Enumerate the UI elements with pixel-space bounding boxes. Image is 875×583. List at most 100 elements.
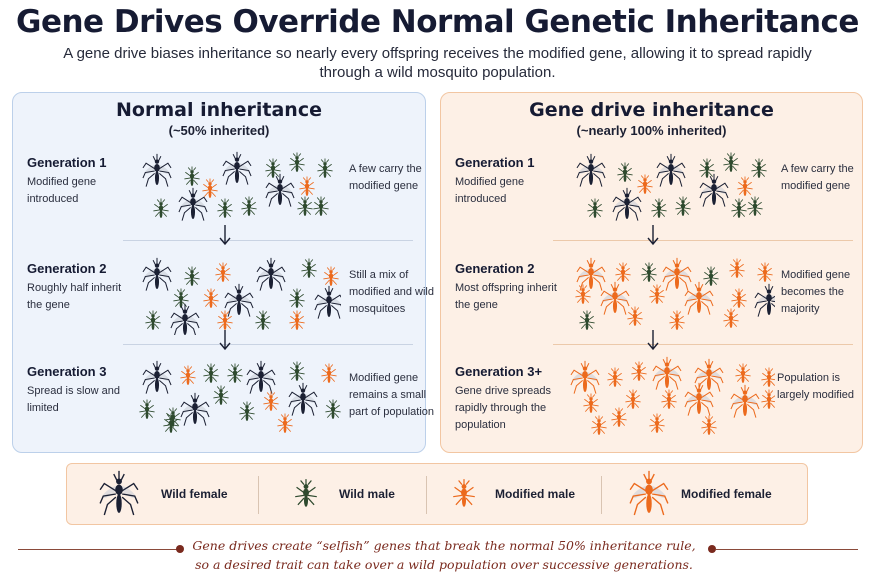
wild-male-mosquito-icon — [325, 399, 341, 420]
modified-female-mosquito-icon — [684, 382, 714, 416]
modified-male-mosquito-icon — [723, 308, 739, 329]
mosquito-swarm — [570, 356, 775, 436]
generation-note: Modified gene becomes the majority — [781, 269, 851, 315]
wild-female-mosquito-icon — [142, 257, 172, 291]
panel-subtitle: (~50% inherited) — [168, 123, 270, 138]
wild-female-mosquito-icon — [754, 283, 775, 317]
modified-male-mosquito-icon — [649, 413, 665, 434]
modified-male-mosquito-icon — [583, 393, 599, 414]
wild-female-mosquito-icon — [222, 151, 252, 185]
wild-male-mosquito-icon — [213, 385, 229, 406]
generation-note: Modified gene remains a small part of po… — [349, 372, 435, 418]
modified-male-mosquito-icon — [289, 310, 305, 331]
wild-male-mosquito-icon — [163, 413, 179, 434]
wild-male-mosquito-icon — [703, 266, 719, 287]
modified-male-mosquito-icon — [637, 174, 653, 195]
generation-title: Generation 3 — [27, 364, 107, 379]
wild-male-mosquito-icon — [184, 166, 200, 187]
wild-male-mosquito-icon — [289, 152, 305, 173]
legend-label: Modified female — [681, 487, 772, 501]
modified-male-mosquito-icon — [611, 407, 627, 428]
generation-row: Generation 2 Most offspring inherit the … — [441, 257, 862, 357]
down-arrow-icon — [647, 330, 659, 351]
modified-male-mosquito-icon — [701, 415, 717, 436]
modified-male-mosquito-icon — [263, 391, 279, 412]
wild-male-mosquito-icon — [675, 196, 691, 217]
wild-male-mosquito-icon — [203, 363, 219, 384]
wild-female-mosquito-icon — [142, 360, 172, 394]
mosquito-swarm — [139, 360, 341, 434]
modified-female-mosquito-icon — [652, 356, 682, 390]
generation-row: Generation 3+ Gene drive spreads rapidly… — [441, 356, 862, 460]
down-arrow-icon — [219, 225, 231, 246]
wild-male-mosquito-icon — [617, 162, 633, 183]
modified-female-mosquito-icon — [694, 358, 724, 392]
modified-male-mosquito-icon — [323, 266, 339, 287]
wild-male-mosquito-icon — [751, 158, 767, 179]
wild-male-mosquito-icon — [139, 399, 155, 420]
wild-male-mosquito-icon — [731, 198, 747, 219]
divider — [123, 344, 413, 345]
generation-row: Generation 1 Modified gene introduced A … — [13, 151, 425, 251]
wild-male-mosquito-icon — [217, 198, 233, 219]
modified-female-mosquito-icon — [730, 384, 760, 418]
generation-title: Generation 3+ — [455, 364, 543, 379]
mosquito-swarm — [142, 257, 341, 335]
modified-male-mosquito-icon — [217, 310, 233, 331]
legend-label: Modified male — [495, 487, 576, 501]
wild-male-mosquito-icon — [723, 152, 739, 173]
modified-male-mosquito-icon — [761, 367, 775, 388]
modified-male-mosquito-icon — [202, 178, 218, 199]
modified-male-mosquito-icon — [737, 176, 753, 197]
modified-male-mosquito-icon — [627, 306, 643, 327]
wild-male-mosquito-icon — [255, 310, 271, 331]
modified-female-mosquito-icon — [684, 281, 714, 315]
generation-description: Spread is slow and limited — [27, 385, 120, 414]
generation-description: Roughly half inherit the gene — [27, 282, 122, 311]
wild-male-mosquito-icon — [184, 266, 200, 287]
wild-male-mosquito-icon — [579, 310, 595, 331]
panel-title: Normal inheritance — [116, 99, 322, 121]
generation-description: Gene drive spreads rapidly through the p… — [455, 385, 551, 431]
divider — [553, 344, 853, 345]
modified-male-mosquito-icon — [321, 363, 337, 384]
wild-male-mosquito-icon — [295, 479, 317, 507]
mosquito-swarm — [142, 151, 333, 221]
legend-label: Wild female — [161, 487, 228, 501]
wild-male-mosquito-icon — [747, 196, 763, 217]
wild-female-mosquito-icon — [99, 470, 139, 516]
wild-male-mosquito-icon — [641, 262, 657, 283]
wild-male-mosquito-icon — [241, 196, 257, 217]
wild-male-mosquito-icon — [153, 198, 169, 219]
legend-separator — [258, 476, 259, 514]
modified-male-mosquito-icon — [661, 389, 677, 410]
modified-male-mosquito-icon — [591, 415, 607, 436]
wild-male-mosquito-icon — [145, 310, 161, 331]
panel-title: Gene drive inheritance — [529, 99, 774, 121]
mosquito-swarm — [576, 152, 767, 221]
down-arrow-icon — [219, 330, 231, 351]
modified-male-mosquito-icon — [180, 365, 196, 386]
generation-note: A few carry the modified gene — [781, 163, 854, 192]
wild-female-mosquito-icon — [256, 257, 286, 291]
modified-male-mosquito-icon — [649, 284, 665, 305]
modified-male-mosquito-icon — [625, 389, 641, 410]
footer-rule-right — [716, 549, 858, 550]
wild-male-mosquito-icon — [289, 288, 305, 309]
generation-title: Generation 1 — [27, 155, 107, 170]
legend-label: Wild male — [339, 487, 395, 501]
generation-title: Generation 2 — [27, 261, 107, 276]
modified-male-mosquito-icon — [453, 479, 475, 507]
generation-note: A few carry the modified gene — [349, 163, 422, 192]
footer-dot-right — [708, 545, 716, 553]
generation-title: Generation 1 — [455, 155, 535, 170]
wild-female-mosquito-icon — [656, 153, 686, 187]
panel-subtitle: (~nearly 100% inherited) — [576, 123, 727, 138]
wild-female-mosquito-icon — [178, 187, 208, 221]
modified-male-mosquito-icon — [757, 262, 773, 283]
normal-inheritance-panel: Normal inheritance (~50% inherited) Gene… — [12, 92, 434, 453]
wild-male-mosquito-icon — [301, 258, 317, 279]
generation-note: Still a mix of modified and wild mosquit… — [349, 269, 434, 315]
wild-male-mosquito-icon — [313, 196, 329, 217]
wild-male-mosquito-icon — [289, 361, 305, 382]
